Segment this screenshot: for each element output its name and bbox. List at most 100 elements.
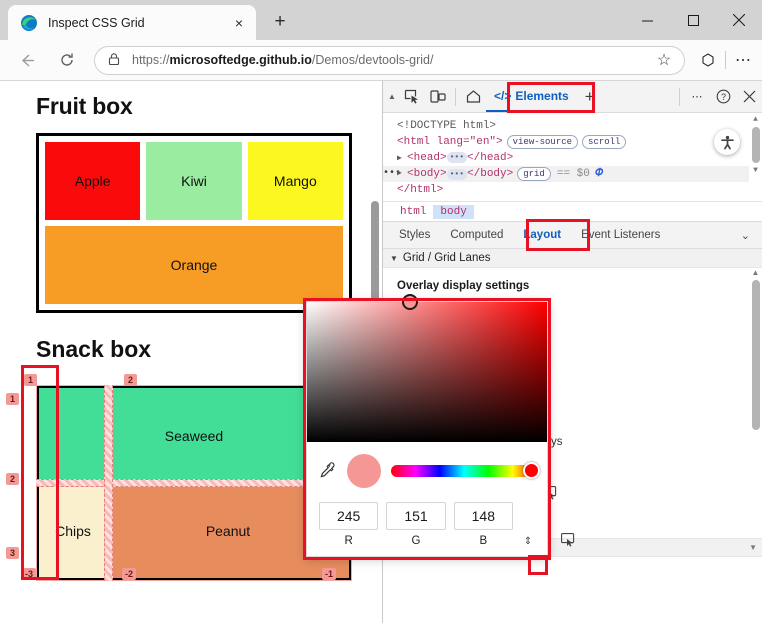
divider — [725, 51, 726, 69]
snack-box-heading: Snack box — [36, 336, 152, 362]
collections-icon[interactable] — [693, 45, 723, 75]
help-icon[interactable]: ? — [710, 84, 736, 110]
home-icon[interactable] — [460, 84, 486, 110]
color-picker-controls — [307, 442, 547, 488]
scrollbar-thumb[interactable] — [751, 280, 760, 430]
select-element-icon[interactable] — [560, 533, 576, 550]
grid-line-label-col-neg2: -2 — [122, 568, 137, 580]
grid-cell-orange: Orange — [45, 226, 343, 304]
browser-settings-icon[interactable]: ⋯ — [735, 52, 751, 69]
grid-cell-apple: Apple — [45, 142, 141, 220]
grid-cell-kiwi: Kiwi — [146, 142, 242, 220]
saturation-value-area[interactable] — [307, 294, 547, 442]
field-b: B — [453, 502, 513, 547]
dom-line-html-close[interactable]: </html> — [397, 184, 444, 196]
sv-cursor-handle[interactable] — [402, 294, 418, 310]
hue-slider-handle[interactable] — [523, 462, 540, 479]
field-g: G — [386, 502, 446, 547]
g-input[interactable] — [386, 502, 446, 530]
r-input[interactable] — [319, 502, 379, 530]
breadcrumb-item-html[interactable]: html — [400, 205, 427, 218]
fruit-box-heading: Fruit box — [36, 93, 133, 119]
breadcrumb-item-body[interactable]: body — [433, 204, 474, 219]
back-icon[interactable] — [10, 43, 44, 77]
dom-line-body[interactable]: ••• ▶ <body> ••• </body> grid == $0 𝛷 — [383, 166, 762, 182]
fruit-box-grid: Apple Kiwi Mango Orange — [36, 133, 352, 313]
url-bar[interactable]: https://microsoftedge.github.io/Demos/de… — [94, 45, 685, 75]
layout-panel-scrollbar[interactable]: ▲ — [749, 268, 762, 538]
browser-tab[interactable]: Inspect CSS Grid × — [8, 5, 256, 40]
dom-line-doctype[interactable]: <!DOCTYPE html> — [397, 120, 497, 132]
color-format-toggle-icon[interactable]: ⇕ — [523, 536, 533, 547]
reload-icon[interactable] — [50, 43, 84, 77]
badge-grid: grid — [517, 167, 551, 181]
divider — [455, 87, 456, 106]
scroll-up-arrow-icon[interactable]: ▲ — [388, 92, 396, 101]
window-controls — [624, 0, 762, 40]
grid-line-label-row-3: 3 — [6, 547, 19, 559]
tab-event-listeners[interactable]: Event Listeners — [581, 229, 661, 241]
title-bar: Inspect CSS Grid × + — [0, 0, 762, 40]
svg-text:?: ? — [720, 92, 725, 102]
scroll-up-arrow-icon[interactable]: ▲ — [753, 115, 758, 124]
tab-computed[interactable]: Computed — [450, 229, 504, 241]
section-grid-label: Grid / Grid Lanes — [402, 252, 491, 264]
chevron-down-icon[interactable]: ⌄ — [740, 229, 750, 242]
tab-elements[interactable]: </> Elements — [486, 82, 577, 112]
hue-slider[interactable] — [391, 462, 540, 479]
tab-styles[interactable]: Styles — [399, 229, 431, 241]
address-bar: https://microsoftedge.github.io/Demos/de… — [0, 40, 762, 80]
tab-title: Inspect CSS Grid — [48, 15, 145, 30]
dom-tree-scrollbar[interactable]: ▲ ▼ — [749, 113, 762, 201]
selected-marker: == $0 — [556, 168, 590, 180]
scroll-down-arrow-icon[interactable]: ▼ — [753, 166, 758, 175]
window-close-icon[interactable] — [716, 0, 762, 40]
inspect-element-icon[interactable] — [399, 84, 425, 110]
eyedropper-icon[interactable] — [317, 461, 337, 481]
minimize-icon[interactable] — [624, 0, 670, 40]
more-options-icon[interactable]: ⋯ — [691, 91, 703, 103]
grid-line-label-col-2: 2 — [124, 374, 137, 386]
dom-tree[interactable]: <!DOCTYPE html> <html lang="en"> view-sou… — [383, 113, 762, 201]
tab-layout[interactable]: Layout — [523, 229, 562, 241]
grid-line-label-col-neg1: -1 — [322, 568, 337, 580]
sidebar-panel-tabs: Styles Computed Layout Event Listeners ⌄ — [383, 221, 762, 249]
add-panel-button[interactable]: + — [584, 86, 595, 106]
grid-cell-seaweed: Seaweed — [39, 388, 349, 483]
b-input[interactable] — [453, 502, 513, 530]
devtools-toolbar-right: ⋯ ? — [675, 84, 762, 110]
devtools-toolbar: ▲ </> Elements + ⋯ ? — [383, 81, 762, 113]
b-label: B — [479, 535, 488, 547]
breadcrumb: html body — [383, 201, 762, 221]
device-emulation-icon[interactable] — [425, 84, 451, 110]
toolbar-right: ⋯ — [693, 45, 762, 75]
close-icon[interactable]: × — [234, 14, 244, 31]
url-text: https://microsoftedge.github.io/Demos/de… — [132, 53, 434, 67]
grid-cell-chips: Chips — [39, 483, 107, 578]
badge-scroll: scroll — [582, 135, 627, 149]
overlay-option-partial-text: ys — [551, 436, 563, 448]
badge-view-source: view-source — [506, 135, 579, 149]
color-preview-swatch — [347, 454, 381, 488]
new-tab-button[interactable]: + — [274, 11, 286, 32]
dom-line-html[interactable]: <html lang="en"> view-source scroll — [383, 134, 762, 150]
devtools-close-icon[interactable] — [736, 84, 762, 110]
lock-icon — [107, 52, 123, 68]
dom-line-head[interactable]: ▶ <head> ••• </head> — [397, 151, 514, 164]
accessibility-icon[interactable] — [714, 129, 740, 155]
grid-line-label-row-1: 1 — [6, 393, 19, 405]
field-r: R — [319, 502, 379, 547]
divider — [679, 87, 680, 106]
snack-box-grid: Seaweed Chips Peanut — [36, 385, 352, 581]
color-picker-dialog[interactable]: R G B ⇕ — [306, 294, 548, 557]
scrollbar-thumb[interactable] — [751, 127, 760, 163]
favorite-icon[interactable]: ☆ — [656, 52, 672, 69]
grid-line-label-col-neg3: -3 — [22, 568, 37, 580]
section-grid-header[interactable]: ▼ Grid / Grid Lanes — [383, 249, 762, 268]
grid-line-label-row-2: 2 — [6, 473, 19, 485]
scroll-up-arrow-icon[interactable]: ▲ — [751, 268, 760, 277]
scroll-down-arrow-icon[interactable]: ▼ — [749, 543, 757, 552]
tab-elements-label: Elements — [515, 88, 569, 103]
maximize-icon[interactable] — [670, 0, 716, 40]
